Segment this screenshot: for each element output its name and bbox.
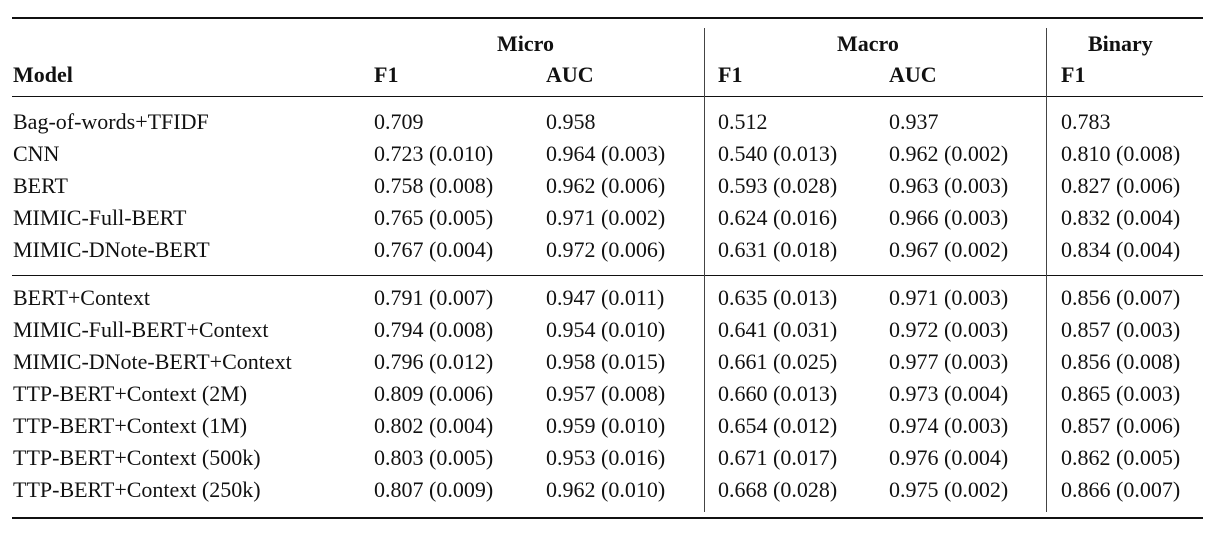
cell-binary-f1: 0.834 (0.004) [1061, 237, 1181, 262]
cell-macro-auc: 0.973 (0.004) [889, 381, 1009, 406]
cell-macro-auc: 0.937 [889, 109, 939, 134]
cell-macro-f1: 0.512 [718, 109, 768, 134]
column-header-macro-auc: AUC [889, 62, 937, 87]
cell-macro-auc: 0.977 (0.003) [889, 349, 1009, 374]
cell-micro-f1: 0.723 (0.010) [374, 141, 494, 166]
cell-micro-auc: 0.964 (0.003) [546, 141, 666, 166]
cell-model: BERT+Context [13, 285, 150, 310]
cell-model: MIMIC-DNote-BERT+Context [13, 349, 292, 374]
cell-micro-auc: 0.958 [546, 109, 596, 134]
cell-binary-f1: 0.810 (0.008) [1061, 141, 1181, 166]
cell-macro-f1: 0.593 (0.028) [718, 173, 838, 198]
micro-macro-separator [704, 28, 705, 512]
cell-macro-f1: 0.635 (0.013) [718, 285, 838, 310]
cell-macro-auc: 0.967 (0.002) [889, 237, 1009, 262]
cell-micro-f1: 0.709 [374, 109, 424, 134]
cell-micro-f1: 0.794 (0.008) [374, 317, 494, 342]
cell-binary-f1: 0.857 (0.006) [1061, 413, 1181, 438]
cell-model: TTP-BERT+Context (250k) [13, 477, 261, 502]
table-bottom-rule [12, 517, 1203, 519]
cell-macro-auc: 0.962 (0.002) [889, 141, 1009, 166]
group-header-binary: Binary [1088, 31, 1153, 56]
header-rule [12, 96, 1203, 97]
cell-micro-auc: 0.947 (0.011) [546, 285, 665, 310]
cell-binary-f1: 0.827 (0.006) [1061, 173, 1181, 198]
cell-binary-f1: 0.832 (0.004) [1061, 205, 1181, 230]
cell-micro-auc: 0.958 (0.015) [546, 349, 666, 374]
cell-model: TTP-BERT+Context (1M) [13, 413, 248, 438]
cell-micro-f1: 0.796 (0.012) [374, 349, 494, 374]
cell-binary-f1: 0.856 (0.008) [1061, 349, 1181, 374]
cell-micro-auc: 0.957 (0.008) [546, 381, 666, 406]
cell-micro-f1: 0.767 (0.004) [374, 237, 494, 262]
macro-binary-separator [1046, 28, 1047, 512]
cell-micro-f1: 0.809 (0.006) [374, 381, 494, 406]
group-header-micro: Micro [497, 31, 555, 56]
column-header-macro-f1: F1 [718, 62, 743, 87]
cell-macro-f1: 0.631 (0.018) [718, 237, 838, 262]
cell-model: CNN [13, 141, 60, 166]
table-top-rule [12, 17, 1203, 19]
column-header-micro-f1: F1 [374, 62, 399, 87]
cell-micro-f1: 0.791 (0.007) [374, 285, 494, 310]
cell-micro-f1: 0.802 (0.004) [374, 413, 494, 438]
cell-macro-f1: 0.624 (0.016) [718, 205, 838, 230]
cell-macro-f1: 0.661 (0.025) [718, 349, 838, 374]
cell-binary-f1: 0.865 (0.003) [1061, 381, 1181, 406]
group-header-macro: Macro [837, 31, 899, 56]
cell-micro-auc: 0.959 (0.010) [546, 413, 666, 438]
cell-macro-auc: 0.966 (0.003) [889, 205, 1009, 230]
cell-micro-auc: 0.953 (0.016) [546, 445, 666, 470]
cell-macro-f1: 0.654 (0.012) [718, 413, 838, 438]
cell-macro-f1: 0.641 (0.031) [718, 317, 838, 342]
cell-macro-f1: 0.668 (0.028) [718, 477, 838, 502]
cell-micro-f1: 0.758 (0.008) [374, 173, 494, 198]
cell-model: MIMIC-Full-BERT [13, 205, 187, 230]
cell-binary-f1: 0.856 (0.007) [1061, 285, 1181, 310]
cell-binary-f1: 0.862 (0.005) [1061, 445, 1181, 470]
cell-macro-f1: 0.660 (0.013) [718, 381, 838, 406]
column-header-binary-f1: F1 [1061, 62, 1086, 87]
cell-binary-f1: 0.857 (0.003) [1061, 317, 1181, 342]
cell-binary-f1: 0.866 (0.007) [1061, 477, 1181, 502]
cell-macro-auc: 0.963 (0.003) [889, 173, 1009, 198]
section-rule [12, 275, 1203, 276]
cell-model: MIMIC-DNote-BERT [13, 237, 210, 262]
cell-macro-auc: 0.972 (0.003) [889, 317, 1009, 342]
cell-micro-f1: 0.807 (0.009) [374, 477, 494, 502]
cell-macro-auc: 0.976 (0.004) [889, 445, 1009, 470]
cell-micro-f1: 0.765 (0.005) [374, 205, 494, 230]
cell-macro-f1: 0.540 (0.013) [718, 141, 838, 166]
cell-micro-auc: 0.962 (0.006) [546, 173, 666, 198]
cell-model: Bag-of-words+TFIDF [13, 109, 209, 134]
cell-micro-auc: 0.962 (0.010) [546, 477, 666, 502]
cell-macro-auc: 0.971 (0.003) [889, 285, 1009, 310]
cell-micro-f1: 0.803 (0.005) [374, 445, 494, 470]
cell-macro-auc: 0.974 (0.003) [889, 413, 1009, 438]
column-header-micro-auc: AUC [546, 62, 594, 87]
column-header-model: Model [13, 62, 73, 87]
cell-micro-auc: 0.954 (0.010) [546, 317, 666, 342]
cell-micro-auc: 0.972 (0.006) [546, 237, 666, 262]
cell-binary-f1: 0.783 [1061, 109, 1111, 134]
cell-model: BERT [13, 173, 68, 198]
cell-micro-auc: 0.971 (0.002) [546, 205, 666, 230]
cell-macro-auc: 0.975 (0.002) [889, 477, 1009, 502]
cell-model: TTP-BERT+Context (500k) [13, 445, 261, 470]
cell-model: MIMIC-Full-BERT+Context [13, 317, 269, 342]
cell-model: TTP-BERT+Context (2M) [13, 381, 248, 406]
cell-macro-f1: 0.671 (0.017) [718, 445, 838, 470]
